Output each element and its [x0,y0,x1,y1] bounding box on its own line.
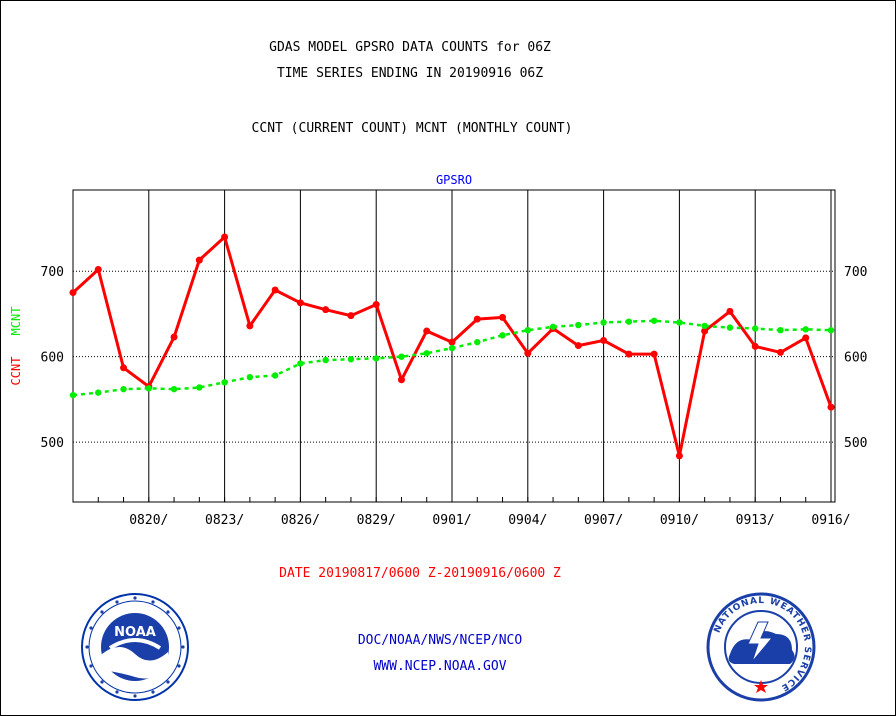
noaa-logo-icon[interactable]: NOAA [80,592,190,702]
data-point-ccnt [195,256,203,264]
data-point-ccnt [221,233,229,241]
data-point-ccnt [600,336,608,344]
data-point-ccnt [120,364,128,372]
data-point-mcnt [221,379,228,386]
data-point-mcnt [120,385,127,393]
chart-subtitle: CCNT (CURRENT COUNT) MCNT (MONTHLY COUNT… [251,121,573,136]
y-axis-label-ccnt: CCNT [9,357,23,386]
data-point-mcnt [549,323,557,330]
data-point-mcnt [271,372,279,379]
data-point-ccnt [296,299,304,307]
data-point-ccnt [271,286,279,294]
data-point-ccnt [827,403,835,411]
x-tick-label: 0820/ [129,513,168,528]
data-point-mcnt [95,389,102,396]
data-point-mcnt [802,326,809,333]
data-point-mcnt [726,324,734,331]
x-tick-label: 0913/ [736,513,775,528]
data-point-mcnt [347,356,355,363]
data-point-mcnt [297,360,304,367]
data-point-mcnt [398,353,405,360]
x-tick-label: 0904/ [508,513,547,528]
data-point-mcnt [650,317,658,324]
data-point-mcnt [701,322,708,330]
data-point-ccnt [94,265,102,273]
data-point-mcnt [69,391,77,399]
y-tick-label-left: 700 [41,265,64,280]
data-point-mcnt [827,326,835,334]
website-link[interactable]: WWW.NCEP.NOAA.GOV [373,659,507,674]
data-point-mcnt [777,326,784,334]
data-point-mcnt [145,385,152,392]
data-point-ccnt [397,376,405,384]
data-point-ccnt [524,349,532,357]
data-point-mcnt [423,350,430,357]
x-tick-label: 0823/ [205,513,244,528]
data-point-mcnt [625,318,633,325]
data-point-ccnt [423,327,431,335]
data-point-mcnt [752,325,759,332]
data-point-ccnt [322,306,330,314]
org-link[interactable]: DOC/NOAA/NWS/NCEP/NCO [357,633,523,648]
data-point-ccnt [246,322,254,330]
y-axis-label-mcnt: MCNT [9,307,23,336]
x-tick-label: 0826/ [281,513,320,528]
nws-logo-icon[interactable]: NATIONAL WEATHER SERVICE [706,592,816,702]
data-point-mcnt [676,319,683,326]
y-tick-label-right: 500 [844,436,867,451]
data-point-ccnt [650,350,658,358]
data-point-mcnt [373,355,380,362]
data-point-mcnt [448,344,456,352]
data-point-ccnt [448,338,456,346]
y-tick-label-right: 600 [844,351,867,366]
panel-title: GPSRO [436,173,472,187]
data-point-ccnt [170,333,178,341]
data-point-mcnt [196,384,203,391]
data-point-mcnt [322,356,329,364]
data-point-mcnt [499,332,506,339]
data-point-ccnt [751,342,759,350]
data-point-mcnt [246,374,254,381]
y-tick-label-left: 500 [41,436,64,451]
data-point-mcnt [474,338,481,346]
y-tick-label-right: 700 [844,265,867,280]
plot-frame [72,189,836,503]
x-tick-label: 0916/ [811,513,850,528]
data-point-ccnt [347,312,355,320]
data-point-ccnt [473,315,481,323]
data-point-ccnt [802,334,810,342]
data-point-ccnt [372,301,380,309]
data-point-ccnt [69,289,77,297]
x-tick-label: 0901/ [432,513,471,528]
date-range-label: DATE 20190817/0600 Z-20190916/0600 Z [279,566,561,581]
data-point-mcnt [524,326,531,334]
y-tick-label-left: 600 [41,351,64,366]
data-point-ccnt [675,452,683,460]
data-point-ccnt [574,342,582,350]
x-tick-label: 0910/ [660,513,699,528]
data-point-mcnt [170,385,178,393]
data-point-ccnt [701,327,709,335]
x-tick-label: 0907/ [584,513,623,528]
x-tick-label: 0829/ [357,513,396,528]
data-point-ccnt [499,313,507,321]
data-point-mcnt [575,321,582,329]
data-point-mcnt [600,319,607,326]
title-line-1: GDAS MODEL GPSRO DATA COUNTS for 06Z [269,40,551,55]
data-point-ccnt [625,350,633,358]
data-point-ccnt [776,348,784,356]
noaa-logo-label: NOAA [114,625,156,640]
data-point-ccnt [726,307,734,315]
title-line-2: TIME SERIES ENDING IN 20190916 06Z [276,66,544,81]
